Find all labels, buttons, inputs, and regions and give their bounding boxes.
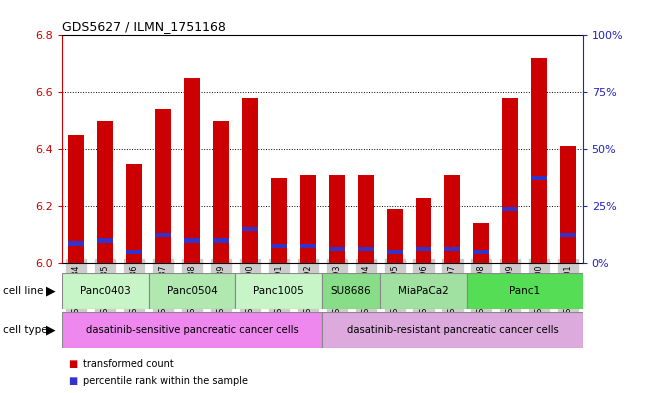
Text: percentile rank within the sample: percentile rank within the sample bbox=[83, 376, 247, 386]
Text: dasatinib-resistant pancreatic cancer cells: dasatinib-resistant pancreatic cancer ce… bbox=[346, 325, 559, 335]
Text: dasatinib-sensitive pancreatic cancer cells: dasatinib-sensitive pancreatic cancer ce… bbox=[86, 325, 298, 335]
Bar bbox=[148, 273, 236, 309]
Bar bbox=[97, 121, 113, 263]
Bar bbox=[387, 209, 402, 263]
Bar bbox=[68, 135, 84, 263]
Bar bbox=[271, 178, 287, 263]
Text: ▶: ▶ bbox=[46, 323, 55, 337]
Bar bbox=[236, 273, 322, 309]
Bar bbox=[561, 147, 576, 263]
Bar bbox=[503, 98, 518, 263]
Bar bbox=[387, 250, 402, 254]
Bar bbox=[561, 233, 576, 237]
Bar bbox=[473, 250, 490, 254]
Bar bbox=[322, 273, 380, 309]
Bar bbox=[473, 224, 490, 263]
Bar bbox=[329, 175, 344, 263]
Text: ■: ■ bbox=[68, 376, 77, 386]
Text: cell type: cell type bbox=[3, 325, 48, 335]
Bar bbox=[357, 175, 374, 263]
Bar bbox=[531, 58, 547, 263]
Bar bbox=[300, 175, 316, 263]
Bar bbox=[467, 273, 583, 309]
Bar bbox=[126, 250, 142, 254]
Bar bbox=[445, 175, 460, 263]
Bar bbox=[155, 110, 171, 263]
Text: ▶: ▶ bbox=[46, 284, 55, 298]
Bar bbox=[62, 312, 322, 348]
Bar bbox=[300, 244, 316, 248]
Bar bbox=[68, 241, 84, 246]
Text: MiaPaCa2: MiaPaCa2 bbox=[398, 286, 449, 296]
Text: SU8686: SU8686 bbox=[331, 286, 372, 296]
Bar bbox=[126, 163, 142, 263]
Bar bbox=[329, 247, 344, 252]
Text: Panc0403: Panc0403 bbox=[80, 286, 131, 296]
Bar bbox=[503, 207, 518, 211]
Bar bbox=[322, 312, 583, 348]
Bar bbox=[213, 121, 229, 263]
Text: Panc0504: Panc0504 bbox=[167, 286, 217, 296]
Bar bbox=[242, 227, 258, 231]
Bar bbox=[380, 273, 467, 309]
Bar bbox=[357, 247, 374, 252]
Bar bbox=[445, 247, 460, 252]
Text: transformed count: transformed count bbox=[83, 359, 173, 369]
Bar bbox=[62, 273, 148, 309]
Text: Panc1005: Panc1005 bbox=[253, 286, 304, 296]
Bar bbox=[155, 233, 171, 237]
Bar bbox=[97, 238, 113, 243]
Text: cell line: cell line bbox=[3, 286, 44, 296]
Bar bbox=[415, 247, 432, 252]
Bar bbox=[531, 176, 547, 180]
Text: ■: ■ bbox=[68, 359, 77, 369]
Bar bbox=[184, 238, 200, 243]
Text: GDS5627 / ILMN_1751168: GDS5627 / ILMN_1751168 bbox=[62, 20, 226, 33]
Bar bbox=[213, 238, 229, 243]
Text: Panc1: Panc1 bbox=[509, 286, 540, 296]
Bar bbox=[184, 78, 200, 263]
Bar bbox=[242, 98, 258, 263]
Bar bbox=[415, 198, 432, 263]
Bar bbox=[271, 244, 287, 248]
